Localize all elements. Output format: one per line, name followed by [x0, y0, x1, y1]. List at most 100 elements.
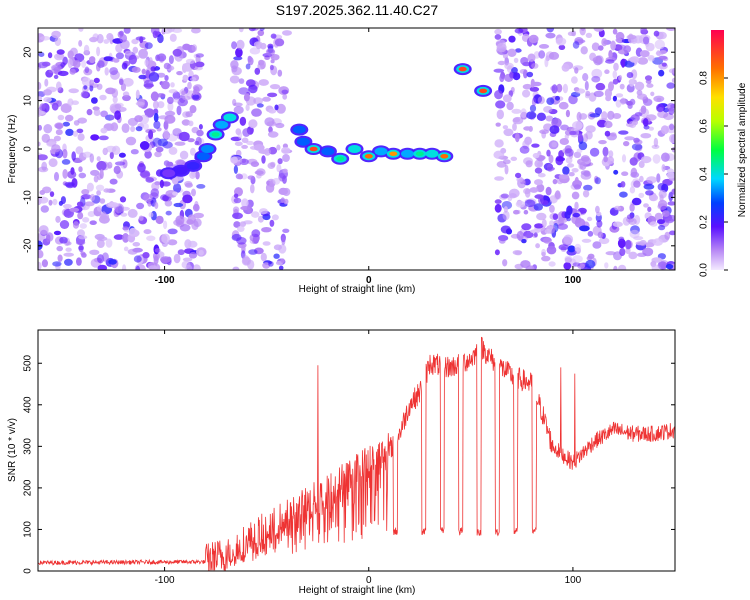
noise-blob	[97, 264, 108, 270]
noise-blob	[253, 41, 263, 48]
colorbar-tick-label: 0.2	[699, 215, 710, 229]
noise-blob	[640, 105, 647, 114]
noise-blob	[142, 123, 149, 131]
noise-blob	[254, 67, 261, 75]
noise-blob	[613, 169, 619, 175]
noise-blob	[77, 133, 85, 141]
noise-blob	[257, 215, 264, 223]
noise-blob	[623, 141, 630, 147]
noise-blob	[592, 241, 602, 249]
signal-point	[428, 151, 436, 157]
noise-blob	[567, 163, 575, 168]
noise-blob	[589, 113, 601, 118]
noise-blob	[65, 128, 74, 136]
noise-blob	[612, 70, 618, 79]
noise-blob	[533, 203, 543, 211]
noise-blob	[48, 158, 58, 168]
colorbar-ticks: 0.0 0.2 0.4 0.6 0.8	[699, 71, 728, 277]
signal-point	[364, 154, 373, 159]
noise-blob	[132, 242, 141, 247]
noise-blob	[532, 152, 540, 159]
noise-blob	[62, 121, 70, 127]
noise-blob	[186, 219, 194, 225]
noise-blob	[562, 166, 570, 176]
noise-blob	[670, 103, 675, 109]
noise-blob	[626, 34, 637, 40]
noise-blob	[38, 82, 42, 90]
noise-blob	[182, 95, 191, 101]
noise-blob	[494, 139, 504, 148]
noise-blob	[571, 76, 578, 84]
noise-blob	[194, 61, 205, 68]
noise-blob	[503, 128, 514, 137]
noise-blob	[548, 154, 554, 164]
noise-blob	[55, 215, 61, 223]
noise-blob	[81, 252, 87, 258]
noise-blob	[73, 60, 81, 69]
noise-blob	[231, 41, 237, 50]
noise-blob	[114, 110, 121, 120]
noise-blob	[637, 93, 647, 100]
noise-blob	[612, 95, 618, 102]
noise-blob	[122, 91, 130, 97]
signal-point	[225, 115, 234, 120]
noise-blob	[546, 149, 551, 157]
noise-blob	[54, 37, 61, 47]
noise-blob	[639, 175, 644, 183]
noise-blob	[182, 257, 193, 262]
noise-blob	[621, 171, 629, 176]
noise-blob	[573, 151, 582, 158]
noise-blob	[231, 233, 242, 242]
noise-blob	[595, 82, 606, 91]
noise-blob	[629, 229, 640, 239]
noise-blob	[549, 204, 555, 213]
noise-blob	[89, 220, 97, 225]
noise-blob	[657, 183, 666, 191]
noise-blob	[182, 74, 189, 82]
noise-blob	[237, 225, 245, 232]
noise-blob	[142, 252, 150, 259]
noise-blob	[191, 28, 201, 34]
noise-blob	[150, 91, 159, 102]
noise-blob	[96, 190, 101, 196]
noise-blob	[76, 201, 84, 207]
noise-blob	[159, 179, 164, 189]
noise-blob	[135, 126, 143, 132]
noise-blob	[150, 66, 157, 72]
noise-blob	[241, 198, 249, 209]
noise-blob	[271, 214, 279, 221]
noise-blob	[615, 93, 624, 98]
y-tick-label: -10	[23, 190, 34, 205]
noise-blob	[504, 164, 509, 175]
noise-blob	[96, 205, 102, 212]
noise-blob	[587, 253, 595, 260]
noise-blob	[118, 152, 126, 158]
noise-blob	[238, 87, 250, 95]
noise-blob	[181, 119, 191, 126]
noise-blob	[135, 265, 141, 270]
noise-blob	[597, 231, 604, 239]
noise-blob	[538, 50, 546, 59]
noise-blob	[626, 72, 634, 79]
noise-blob	[91, 97, 98, 104]
noise-blob	[513, 57, 519, 64]
noise-blob	[516, 230, 524, 241]
x-tick-label: 0	[366, 275, 372, 286]
noise-blob	[150, 188, 159, 197]
noise-blob	[645, 190, 654, 196]
noise-blob	[502, 94, 512, 103]
noise-blob	[122, 233, 130, 243]
noise-blob	[571, 168, 579, 173]
noise-blob	[276, 103, 286, 114]
signal-point	[389, 151, 398, 157]
noise-blob	[195, 171, 200, 180]
noise-blob	[78, 172, 87, 179]
noise-blob	[523, 209, 529, 215]
signal-point	[336, 156, 345, 161]
noise-blob	[538, 195, 544, 205]
noise-blob	[667, 214, 675, 222]
noise-blob	[193, 86, 200, 95]
noise-blob	[573, 184, 582, 190]
noise-blob	[41, 133, 50, 143]
